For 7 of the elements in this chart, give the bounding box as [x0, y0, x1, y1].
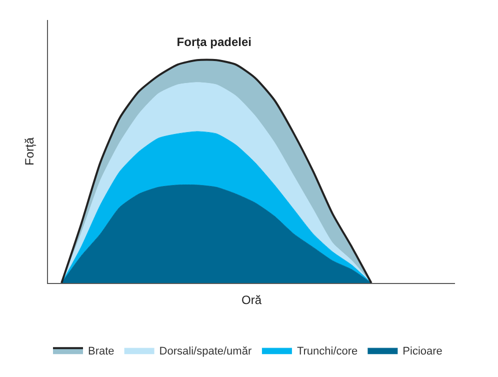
x-axis-title: Oră	[241, 292, 262, 307]
legend-label: Dorsali/spate/umăr	[159, 345, 252, 358]
chart-title: Forța padelei	[176, 35, 252, 50]
y-axis-title: Forță	[22, 137, 36, 166]
legend-label: Picioare	[402, 345, 442, 358]
legend-label: Brate	[88, 345, 114, 358]
legend-label: Trunchi/core	[296, 345, 358, 358]
